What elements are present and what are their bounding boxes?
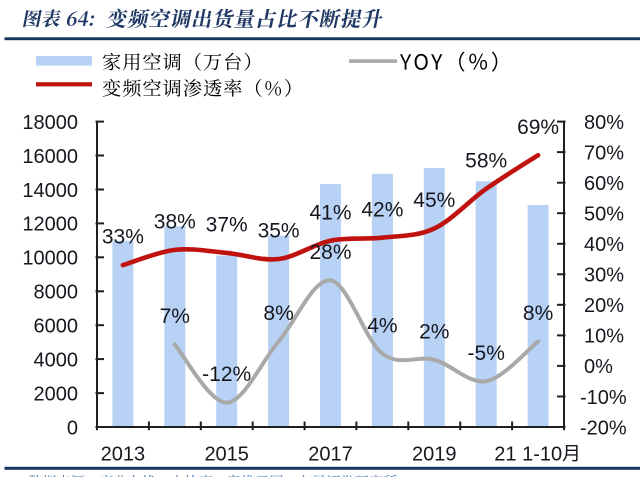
svg-text:-20%: -20%: [580, 417, 627, 439]
svg-text:14000: 14000: [22, 180, 78, 202]
svg-text:6000: 6000: [34, 316, 79, 338]
svg-text:30%: 30%: [584, 265, 624, 287]
svg-text:50%: 50%: [584, 204, 624, 226]
svg-text:58%: 58%: [465, 149, 507, 172]
svg-text:8000: 8000: [34, 282, 79, 304]
svg-text:45%: 45%: [413, 189, 455, 212]
svg-text:41%: 41%: [309, 201, 351, 224]
svg-text:7%: 7%: [160, 305, 190, 328]
svg-text:2015: 2015: [204, 444, 249, 466]
svg-text:60%: 60%: [584, 173, 624, 195]
svg-text:70%: 70%: [584, 142, 624, 164]
svg-text:2000: 2000: [34, 383, 79, 405]
svg-text:2013: 2013: [101, 444, 146, 466]
svg-text:2019: 2019: [412, 444, 457, 466]
svg-text:28%: 28%: [309, 241, 351, 264]
svg-text:69%: 69%: [517, 116, 559, 139]
svg-text:12000: 12000: [22, 214, 78, 236]
svg-text:2017: 2017: [308, 444, 353, 466]
svg-text:33%: 33%: [102, 226, 144, 249]
svg-text:8%: 8%: [523, 302, 553, 325]
svg-text:20%: 20%: [584, 295, 624, 317]
svg-text:18000: 18000: [22, 112, 78, 134]
svg-text:-5%: -5%: [468, 342, 505, 365]
svg-text:-10%: -10%: [580, 387, 627, 409]
svg-text:35%: 35%: [258, 220, 300, 243]
svg-text:16000: 16000: [22, 146, 78, 168]
svg-text:10%: 10%: [584, 326, 624, 348]
svg-text:38%: 38%: [154, 211, 196, 234]
svg-text:4000: 4000: [34, 349, 79, 371]
svg-text:42%: 42%: [361, 198, 403, 221]
svg-text:40%: 40%: [584, 234, 624, 256]
svg-text:37%: 37%: [206, 214, 248, 237]
svg-text:10000: 10000: [22, 248, 78, 270]
svg-text:4%: 4%: [367, 314, 397, 337]
svg-text:2%: 2%: [419, 320, 449, 343]
svg-text:-12%: -12%: [202, 363, 251, 386]
svg-text:8%: 8%: [263, 302, 293, 325]
svg-text:0%: 0%: [584, 356, 613, 378]
svg-text:21 1-10: 21 1-10: [494, 444, 562, 466]
svg-text:0: 0: [67, 417, 78, 439]
svg-text:80%: 80%: [584, 112, 624, 134]
